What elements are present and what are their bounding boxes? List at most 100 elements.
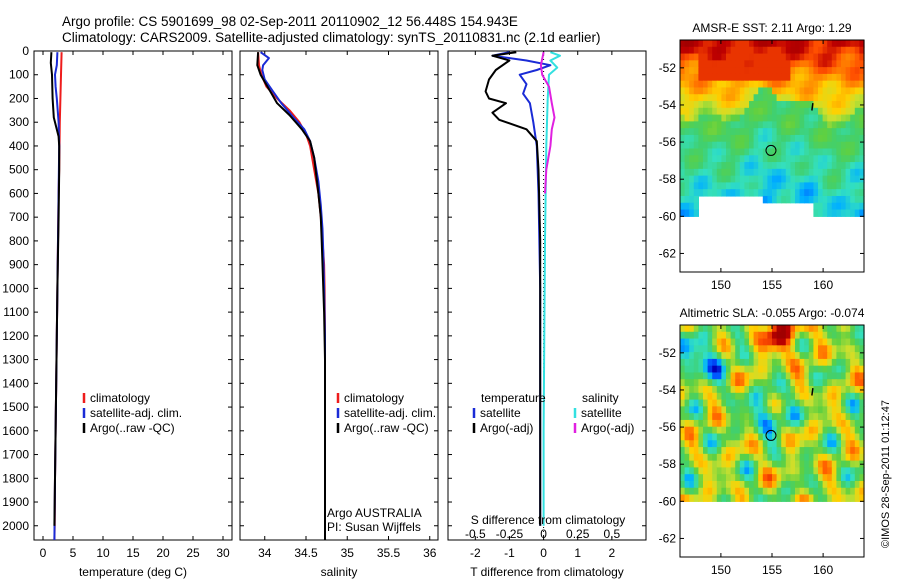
sst_map-cell (680, 73, 686, 82)
sla_map-cell (721, 331, 727, 340)
sst_map-cell (841, 107, 847, 116)
sst_map-cell (859, 73, 865, 82)
sla_map-cell (836, 345, 842, 353)
sst_map-cell (808, 60, 814, 68)
sla_map-cell (785, 331, 791, 340)
sst_map-cell (703, 182, 709, 190)
depth-tick-label: 500 (9, 163, 29, 177)
sla_map-cell (854, 467, 860, 475)
sst_map-cell (684, 162, 690, 170)
sla_map-cell (730, 440, 736, 448)
sla_map-cell (689, 345, 695, 353)
sst_map-cell (776, 80, 782, 89)
sla_map-cell (749, 426, 755, 435)
sla_map-cell (767, 447, 773, 455)
sst_map-cell (836, 134, 842, 143)
sla_map-cell (841, 474, 847, 482)
sst_map-cell (841, 148, 847, 156)
sst_map-cell (785, 195, 791, 204)
sla_map-cell (822, 331, 828, 340)
sla_map-cell (703, 487, 709, 496)
sla_map-cell (739, 494, 745, 502)
sst_map-cell (693, 107, 699, 116)
sst_map-cell (804, 80, 810, 89)
sst_map-cell (822, 40, 828, 48)
sla_map-cell (726, 474, 732, 482)
sla_map-cell (767, 338, 773, 346)
sla_map-cell (762, 440, 768, 448)
sla_map-cell (744, 365, 750, 374)
sla_map-cell (730, 338, 736, 346)
sla_map-cell (776, 399, 782, 407)
sla_map-cell (804, 453, 810, 462)
sla_map-cell (841, 386, 847, 394)
sst_map-cell (772, 94, 778, 102)
sst_map-cell (767, 195, 773, 204)
sst_map-cell (721, 175, 727, 184)
depth-tick-label: 1600 (2, 424, 29, 438)
sst_map-cell (726, 189, 732, 197)
sst_map-cell (813, 73, 819, 82)
sla_map-cell (772, 338, 778, 346)
sst_map-cell (726, 141, 732, 150)
sst_map-cell (762, 53, 768, 61)
sst_map-cell (850, 128, 856, 136)
sla_map-cell (716, 474, 722, 482)
sla_map-cell (799, 365, 805, 374)
sst_map-cell (831, 141, 837, 150)
sst_map-cell (762, 162, 768, 170)
sst_map-cell (744, 60, 750, 68)
difference-salinity-axis-label: S difference from climatology (471, 513, 626, 527)
sla_map-cell (684, 480, 690, 489)
sst_map-cell (703, 189, 709, 197)
sla_map-cell (716, 447, 722, 455)
sst_map-cell (772, 60, 778, 68)
sla_map-cell (716, 494, 722, 502)
sst_map-cell (726, 114, 732, 122)
sla_map-cell (850, 487, 856, 496)
sla_map-cell (772, 386, 778, 394)
sst_map-cell (781, 40, 787, 48)
sst_map-cell (707, 162, 713, 170)
sla_map-cell (716, 372, 722, 380)
sst_map-cell (813, 87, 819, 95)
sst_map-cell (730, 134, 736, 143)
sla_map-cell (795, 386, 801, 394)
sst_map-cell (680, 148, 686, 156)
sst_map-cell (726, 87, 732, 95)
sla_map-cell (776, 379, 782, 387)
sla_map-cell (698, 345, 704, 353)
sst_map-cell (827, 209, 833, 217)
sla_map-cell (726, 480, 732, 489)
sla_map-cell (744, 453, 750, 462)
sla_map-cell (767, 440, 773, 448)
sst_map-cell (730, 107, 736, 116)
sst_map-cell (781, 141, 787, 150)
sla_map-cell (730, 487, 736, 496)
sst_map-cell (781, 162, 787, 170)
sla_map-cell (693, 399, 699, 407)
sst_map-cell (859, 148, 865, 156)
sst_map-cell (693, 148, 699, 156)
sla_map-cell (735, 453, 741, 462)
sla_map-cell (753, 338, 759, 346)
sla_map-cell (753, 345, 759, 353)
sst_map-cell (767, 40, 773, 48)
sst_map-cell (721, 73, 727, 82)
sst_map-cell (772, 155, 778, 163)
sla_map-cell (813, 406, 819, 414)
sst_map-cell (680, 46, 686, 55)
sst_map-cell (854, 107, 860, 116)
sst_map-cell (831, 40, 837, 48)
sst_map-cell (776, 67, 782, 75)
sst_map-cell (850, 53, 856, 61)
sst_map-cell (693, 73, 699, 82)
sla_map-cell (813, 379, 819, 387)
sst_map-cell (693, 168, 699, 177)
sst_map-cell (703, 175, 709, 184)
sst_map-cell (689, 46, 695, 55)
sla_map-cell (845, 413, 851, 421)
sla_map-cell (707, 419, 713, 428)
sst_map-cell (818, 87, 824, 95)
x-tick-label: 20 (156, 546, 170, 560)
